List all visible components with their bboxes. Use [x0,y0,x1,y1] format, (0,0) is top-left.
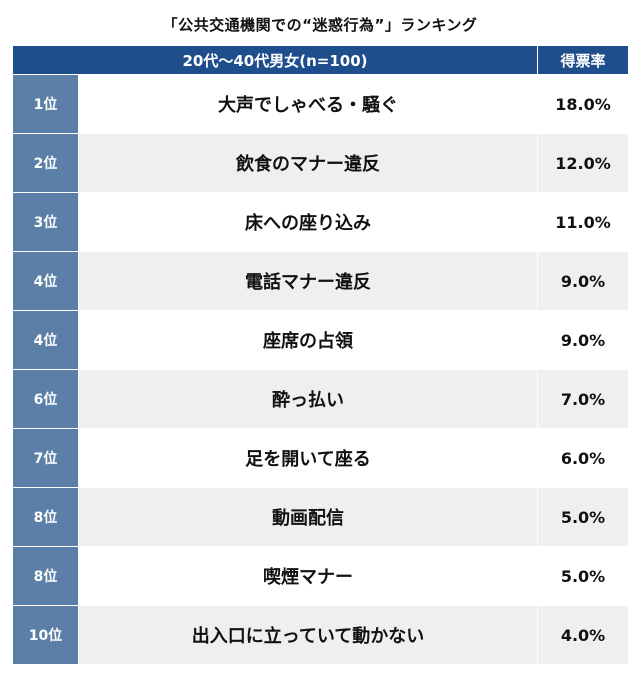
table-row: 8位 動画配信 5.0% [12,487,629,547]
rank-cell: 6位 [12,369,79,429]
rate-cell: 4.0% [537,605,629,665]
table-row: 7位 足を開いて座る 6.0% [12,428,629,488]
table-header-row: 20代〜40代男女(n=100) 得票率 [12,45,629,75]
table-row: 6位 酔っ払い 7.0% [12,369,629,429]
item-cell: 足を開いて座る [78,428,538,488]
table-row: 3位 床への座り込み 11.0% [12,192,629,252]
rate-cell: 18.0% [537,74,629,134]
rate-cell: 11.0% [537,192,629,252]
rank-cell: 10位 [12,605,79,665]
rank-cell: 1位 [12,74,79,134]
rate-cell: 5.0% [537,546,629,606]
rank-cell: 4位 [12,251,79,311]
table-row: 8位 喫煙マナー 5.0% [12,546,629,606]
rate-cell: 9.0% [537,251,629,311]
table-row: 4位 座席の占領 9.0% [12,310,629,370]
item-cell: 大声でしゃべる・騒ぐ [78,74,538,134]
rank-cell: 2位 [12,133,79,193]
rate-cell: 9.0% [537,310,629,370]
header-rate-label: 得票率 [537,45,629,75]
item-cell: 喫煙マナー [78,546,538,606]
item-cell: 座席の占領 [78,310,538,370]
rate-cell: 6.0% [537,428,629,488]
rank-cell: 8位 [12,487,79,547]
item-cell: 動画配信 [78,487,538,547]
item-cell: 酔っ払い [78,369,538,429]
rate-cell: 12.0% [537,133,629,193]
ranking-table: 20代〜40代男女(n=100) 得票率 1位 大声でしゃべる・騒ぐ 18.0%… [12,45,629,665]
rate-cell: 7.0% [537,369,629,429]
rank-cell: 3位 [12,192,79,252]
item-cell: 飲食のマナー違反 [78,133,538,193]
header-group-label: 20代〜40代男女(n=100) [12,45,538,75]
rank-cell: 4位 [12,310,79,370]
table-row: 2位 飲食のマナー違反 12.0% [12,133,629,193]
item-cell: 電話マナー違反 [78,251,538,311]
table-row: 4位 電話マナー違反 9.0% [12,251,629,311]
page-title: 「公共交通機関での“迷惑行為”」ランキング [162,16,478,34]
table-row: 1位 大声でしゃべる・騒ぐ 18.0% [12,74,629,134]
rate-cell: 5.0% [537,487,629,547]
rank-cell: 8位 [12,546,79,606]
rank-cell: 7位 [12,428,79,488]
table-row: 10位 出入口に立っていて動かない 4.0% [12,605,629,665]
item-cell: 出入口に立っていて動かない [78,605,538,665]
item-cell: 床への座り込み [78,192,538,252]
